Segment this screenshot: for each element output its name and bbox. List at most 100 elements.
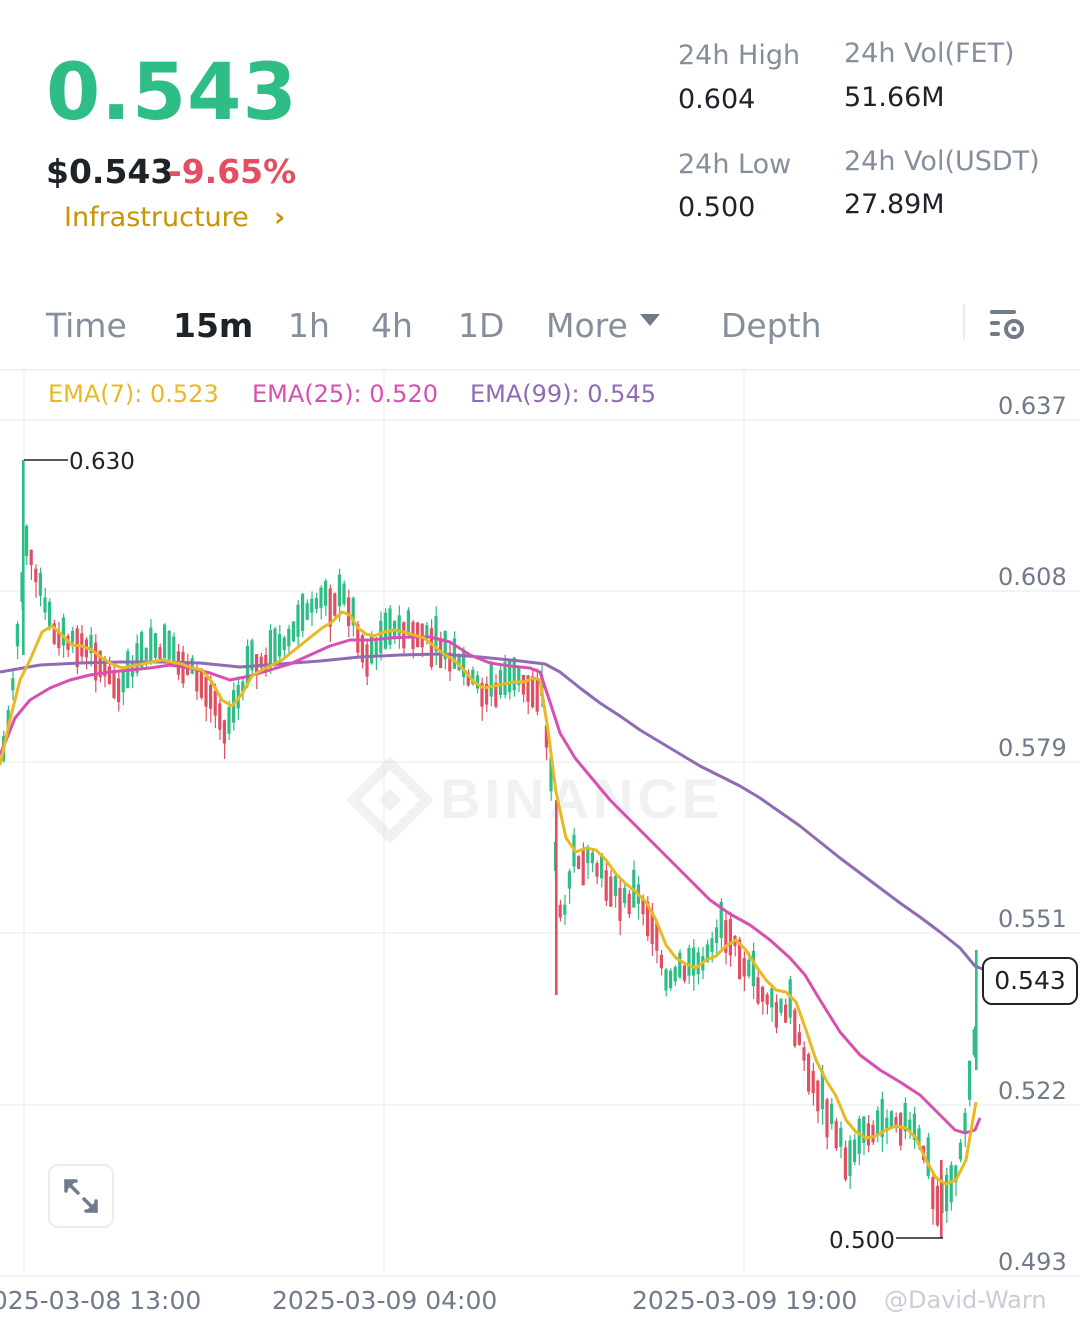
candle-body bbox=[402, 622, 406, 649]
ema25-label: EMA(25): 0.520 bbox=[252, 380, 438, 408]
high-value: 0.604 bbox=[678, 84, 756, 115]
candle-body bbox=[779, 999, 783, 1013]
candle-body bbox=[655, 922, 659, 951]
category-link[interactable]: Infrastructure bbox=[64, 202, 249, 233]
candle-body bbox=[75, 628, 79, 668]
candle-body bbox=[880, 1099, 884, 1138]
fullscreen-button[interactable] bbox=[48, 1164, 114, 1228]
vol-quote-label: 24h Vol(USDT) bbox=[844, 146, 1040, 177]
candle-body bbox=[811, 1070, 815, 1094]
candle-body bbox=[613, 875, 617, 896]
candle-body bbox=[563, 904, 567, 915]
candle-body bbox=[544, 725, 548, 748]
candle-body bbox=[797, 1032, 801, 1045]
low-value: 0.500 bbox=[678, 192, 756, 223]
chart-settings-icon[interactable] bbox=[988, 304, 1028, 344]
y-tick-label: 0.608 bbox=[998, 563, 1067, 591]
candle-body bbox=[195, 668, 199, 692]
chevron-right-icon[interactable]: › bbox=[274, 202, 286, 233]
candle-body bbox=[199, 672, 203, 698]
current-price-tag: 0.543 bbox=[982, 957, 1078, 1005]
tab-1d[interactable]: 1D bbox=[458, 306, 505, 345]
candle-body bbox=[577, 856, 581, 869]
candle-wick bbox=[22, 460, 25, 655]
candle-body bbox=[871, 1124, 875, 1143]
ema99-label: EMA(99): 0.545 bbox=[470, 380, 656, 408]
candle-body bbox=[71, 630, 75, 643]
candle-body bbox=[218, 703, 222, 730]
candle-body bbox=[935, 1185, 939, 1226]
tab-15m[interactable]: 15m bbox=[173, 306, 254, 345]
candle-body bbox=[862, 1116, 866, 1143]
candle-body bbox=[692, 947, 696, 976]
candle-body bbox=[420, 623, 424, 648]
x-tick-label: 2025-03-09 04:00 bbox=[272, 1286, 498, 1315]
tab-1h[interactable]: 1h bbox=[288, 306, 330, 345]
candle-body bbox=[397, 615, 401, 636]
candle-body bbox=[11, 678, 15, 691]
expand-icon bbox=[64, 1179, 98, 1213]
candle-body bbox=[659, 954, 663, 969]
candle-body bbox=[839, 1127, 843, 1147]
candle-body bbox=[853, 1139, 857, 1163]
candle-body bbox=[581, 849, 585, 886]
candle-body bbox=[34, 568, 38, 583]
candle-body bbox=[531, 676, 535, 708]
candle-body bbox=[6, 709, 10, 728]
candle-body bbox=[356, 624, 360, 653]
price-change-percent: -9.65% bbox=[168, 152, 297, 191]
candle-body bbox=[609, 876, 613, 907]
candle-body bbox=[213, 690, 217, 716]
caret-down-icon[interactable] bbox=[640, 314, 660, 326]
candle-body bbox=[448, 652, 452, 672]
candle-body bbox=[807, 1054, 811, 1092]
candle-body bbox=[627, 893, 631, 915]
vol-base-value: 51.66M bbox=[844, 82, 945, 113]
candle-body bbox=[526, 675, 530, 702]
candle-body bbox=[379, 620, 383, 654]
candle-body bbox=[963, 1112, 967, 1133]
tab-time[interactable]: Time bbox=[46, 306, 127, 345]
ema99-line bbox=[0, 652, 986, 972]
candle-body bbox=[149, 627, 153, 663]
tab-4h[interactable]: 4h bbox=[371, 306, 413, 345]
candle-body bbox=[29, 549, 33, 566]
candle-body bbox=[296, 604, 300, 637]
candle-body bbox=[144, 647, 148, 661]
candle-body bbox=[816, 1080, 820, 1112]
candle-body bbox=[204, 676, 208, 707]
candle-body bbox=[595, 863, 599, 877]
candle-body bbox=[586, 847, 590, 864]
candle-body bbox=[774, 1002, 778, 1028]
tab-more[interactable]: More bbox=[546, 306, 628, 345]
candle-body bbox=[646, 901, 650, 937]
candle-body bbox=[278, 634, 282, 657]
high-marker: 0.630 bbox=[24, 449, 135, 475]
candle-body bbox=[508, 660, 512, 693]
candle-body bbox=[558, 904, 562, 918]
candle-body bbox=[466, 672, 470, 686]
candle-body bbox=[163, 624, 167, 659]
candle-body bbox=[172, 636, 176, 661]
candle-body bbox=[728, 919, 732, 956]
candle-body bbox=[319, 587, 323, 608]
low-marker-label: 0.500 bbox=[829, 1228, 895, 1254]
candle-body bbox=[153, 633, 157, 658]
candle-body bbox=[209, 684, 213, 709]
candle-body bbox=[347, 597, 351, 626]
tab-depth[interactable]: Depth bbox=[721, 306, 822, 345]
candle-body bbox=[820, 1071, 824, 1110]
candle-body bbox=[885, 1117, 889, 1129]
candle-body bbox=[954, 1165, 958, 1183]
candle-body bbox=[480, 682, 484, 707]
candle-body bbox=[462, 652, 466, 677]
candle-body bbox=[830, 1103, 834, 1124]
candle-body bbox=[669, 970, 673, 989]
y-tick-label: 0.522 bbox=[998, 1077, 1067, 1105]
candle-body bbox=[498, 670, 502, 695]
candle-body bbox=[521, 675, 525, 695]
high-label: 24h High bbox=[678, 40, 801, 71]
candle-body bbox=[250, 640, 254, 671]
candle-body bbox=[710, 938, 714, 952]
price-chart[interactable]: BINANCE 0.630 0.500 0.637 0.608 0.579 0.… bbox=[0, 368, 1080, 1278]
